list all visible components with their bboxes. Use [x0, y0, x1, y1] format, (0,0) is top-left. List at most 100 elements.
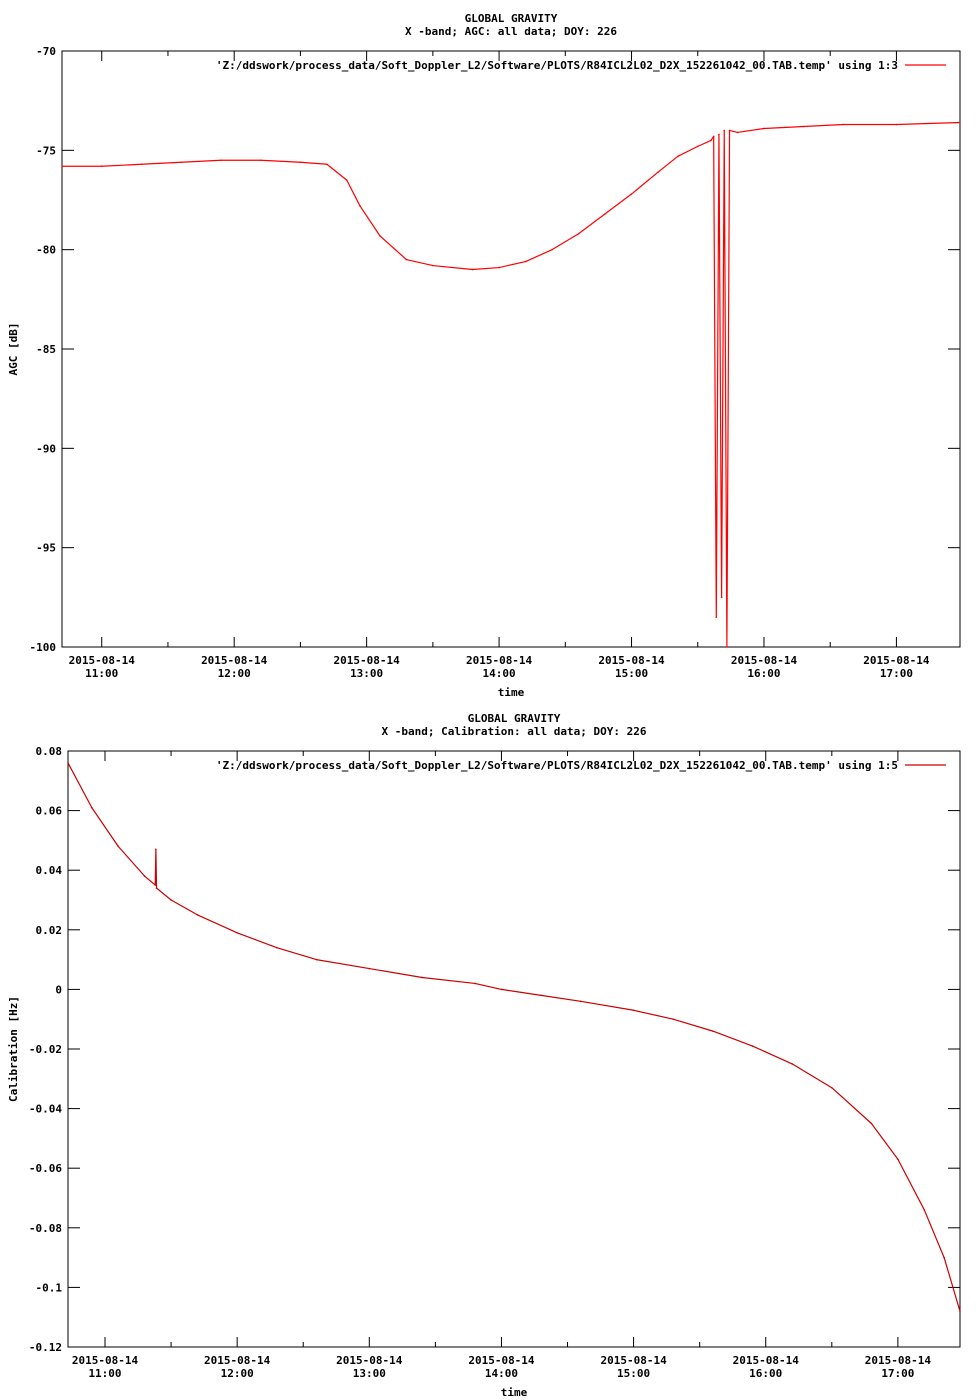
x-tick-time: 12:00 — [218, 667, 251, 680]
data-point — [61, 165, 63, 168]
x-tick-date: 2015-08-14 — [865, 1354, 932, 1367]
data-point — [720, 596, 723, 599]
data-point — [657, 171, 659, 173]
data-point — [791, 1063, 793, 1065]
data-point — [155, 887, 158, 889]
data-point — [802, 125, 805, 128]
x-tick-date: 2015-08-14 — [204, 1354, 271, 1367]
y-tick-label: -85 — [36, 343, 56, 356]
y-axis-label: AGC [dB] — [7, 323, 20, 376]
data-point — [696, 145, 699, 148]
x-tick-date: 2015-08-14 — [69, 654, 136, 667]
data-point — [275, 946, 278, 949]
data-point — [959, 1310, 961, 1313]
data-point — [299, 161, 302, 164]
data-point — [170, 899, 172, 901]
x-tick-time: 16:00 — [747, 667, 780, 680]
data-point — [842, 123, 845, 126]
data-point — [923, 1209, 926, 1211]
legend-label: 'Z:/ddswork/process_data/Soft_Doppler_L2… — [216, 759, 898, 772]
x-tick-date: 2015-08-14 — [72, 1354, 139, 1367]
series-line — [67, 762, 961, 1312]
plot-frame — [67, 750, 961, 1348]
data-point — [345, 179, 348, 181]
data-point — [405, 258, 408, 261]
data-point — [959, 121, 961, 124]
data-point — [143, 875, 146, 877]
data-point — [897, 1158, 899, 1161]
chart-subtitle: X -band; AGC: all data; DOY: 226 — [405, 25, 617, 38]
x-tick-time: 11:00 — [88, 1367, 121, 1380]
series-line — [62, 121, 961, 648]
y-tick-label: -0.04 — [29, 1103, 62, 1116]
x-tick-date: 2015-08-14 — [466, 654, 533, 667]
data-point — [630, 193, 633, 195]
data-point — [474, 982, 476, 985]
data-point — [315, 958, 318, 961]
x-tick-date: 2015-08-14 — [598, 654, 665, 667]
x-axis-label: time — [498, 686, 525, 699]
data-point — [500, 988, 503, 991]
data-point — [359, 205, 361, 207]
x-tick-date: 2015-08-14 — [336, 1354, 403, 1367]
y-tick-label: 0.02 — [36, 924, 63, 937]
x-tick-time: 16:00 — [749, 1367, 782, 1380]
data-point — [763, 127, 765, 130]
y-tick-label: -95 — [36, 542, 56, 555]
data-point — [551, 248, 553, 251]
data-point — [577, 232, 580, 235]
data-point — [895, 123, 898, 126]
data-point — [540, 994, 542, 997]
data-point — [751, 1045, 754, 1047]
y-tick-label: 0.08 — [36, 745, 63, 758]
y-tick-label: -80 — [36, 244, 56, 257]
x-tick-time: 14:00 — [485, 1367, 518, 1380]
y-tick-label: -75 — [36, 144, 56, 157]
data-point — [155, 848, 157, 851]
data-point — [154, 884, 157, 886]
data-point — [140, 163, 143, 166]
y-tick-label: 0 — [55, 983, 62, 996]
x-tick-time: 11:00 — [85, 667, 118, 680]
data-point — [726, 646, 728, 648]
data-point — [368, 967, 371, 970]
data-point — [498, 266, 500, 269]
chart-subtitle: X -band; Calibration: all data; DOY: 226 — [382, 725, 647, 738]
data-point — [180, 161, 182, 164]
data-point — [379, 234, 381, 237]
y-tick-label: 0.04 — [36, 864, 63, 877]
data-point — [196, 914, 199, 916]
data-point — [712, 135, 715, 138]
x-tick-date: 2015-08-14 — [600, 1354, 667, 1367]
chart-title: GLOBAL GRAVITY — [465, 12, 558, 25]
data-point — [718, 133, 720, 136]
x-tick-date: 2015-08-14 — [733, 1354, 800, 1367]
y-tick-label: -70 — [36, 45, 56, 58]
x-tick-time: 13:00 — [353, 1367, 386, 1380]
x-tick-date: 2015-08-14 — [863, 654, 930, 667]
data-point — [579, 1000, 582, 1003]
legend-label: 'Z:/ddswork/process_data/Soft_Doppler_L2… — [216, 59, 898, 72]
x-tick-time: 17:00 — [880, 667, 913, 680]
data-point — [728, 129, 731, 132]
x-tick-time: 15:00 — [615, 667, 648, 680]
data-point — [236, 931, 238, 934]
data-point — [715, 616, 718, 618]
data-point — [723, 129, 726, 132]
x-tick-time: 14:00 — [483, 667, 516, 680]
data-point — [943, 1256, 945, 1259]
data-point — [712, 1030, 714, 1032]
y-tick-label: -0.06 — [29, 1162, 62, 1175]
y-tick-label: -90 — [36, 442, 56, 455]
data-point — [736, 131, 739, 134]
x-tick-time: 13:00 — [350, 667, 383, 680]
data-point — [67, 762, 69, 764]
data-point — [117, 845, 120, 848]
x-tick-time: 12:00 — [221, 1367, 254, 1380]
x-tick-date: 2015-08-14 — [731, 654, 798, 667]
chart-title: GLOBAL GRAVITY — [468, 712, 561, 725]
data-point — [632, 1009, 635, 1012]
